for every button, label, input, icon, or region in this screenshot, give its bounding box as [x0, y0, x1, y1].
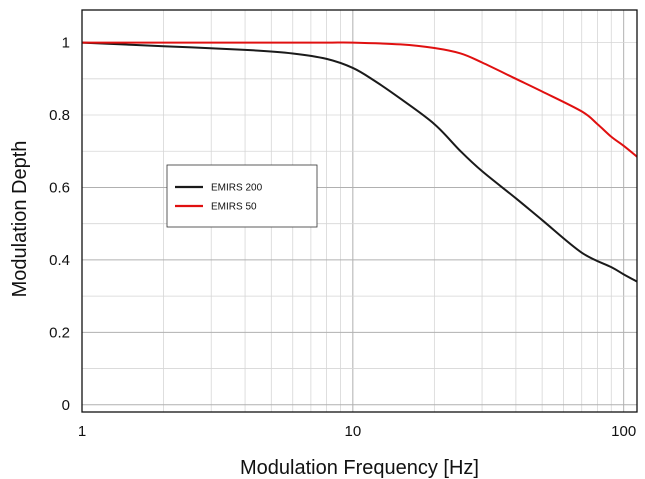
legend-box [166, 164, 318, 228]
x-tick-label: 10 [344, 423, 361, 440]
legend-label: EMIRS 50 [211, 202, 257, 213]
series-line-1 [81, 41, 638, 283]
grid-lines [81, 10, 637, 412]
legend-label: EMIRS 200 [211, 183, 263, 194]
legend: EMIRS 200 EMIRS 50 [166, 164, 318, 228]
y-tick-label: 0.6 [49, 179, 70, 196]
series-layer [81, 41, 638, 283]
series-line-2 [82, 41, 638, 158]
plot-frame [81, 9, 638, 413]
x-axis-title: Modulation Frequency [Hz] [240, 457, 479, 479]
y-tick-labels: 0 0.2 0.4 0.6 0.8 1 [49, 35, 70, 414]
x-tick-label: 1 [78, 423, 86, 440]
y-tick-label: 0 [62, 397, 70, 414]
y-tick-label: 0.2 [49, 324, 70, 341]
y-axis-title: Modulation Depth [9, 141, 31, 298]
y-tick-label: 1 [62, 35, 70, 52]
x-tick-label: 100 [611, 423, 636, 440]
y-tick-label: 0.4 [49, 252, 70, 269]
y-tick-label: 0.8 [49, 107, 70, 124]
x-tick-labels: 1 10 100 [78, 423, 636, 440]
